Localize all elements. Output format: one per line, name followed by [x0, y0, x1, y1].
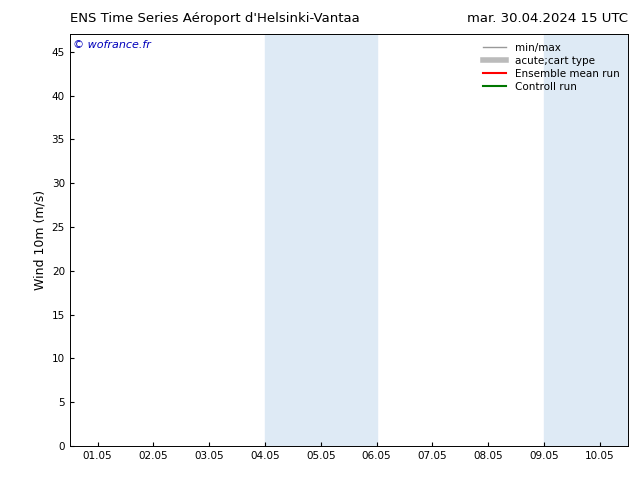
Bar	[544, 34, 634, 446]
Legend: min/max, acute;cart type, Ensemble mean run, Controll run: min/max, acute;cart type, Ensemble mean …	[480, 40, 623, 95]
Text: mar. 30.04.2024 15 UTC: mar. 30.04.2024 15 UTC	[467, 12, 628, 25]
Text: ENS Time Series Aéroport d'Helsinki-Vantaa: ENS Time Series Aéroport d'Helsinki-Vant…	[70, 12, 359, 25]
Y-axis label: Wind 10m (m/s): Wind 10m (m/s)	[33, 190, 46, 290]
Text: © wofrance.fr: © wofrance.fr	[72, 41, 150, 50]
Bar	[265, 34, 377, 446]
